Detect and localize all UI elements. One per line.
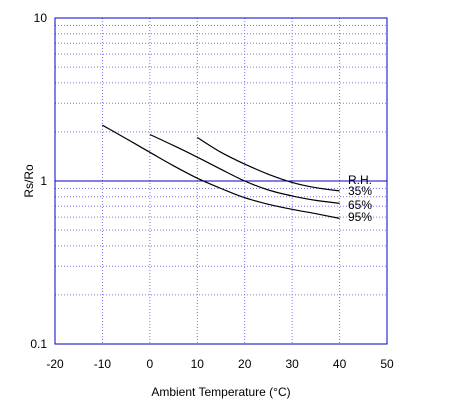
y-tick-label: 0.1 xyxy=(30,337,47,351)
series-label-2: 95% xyxy=(348,210,372,224)
x-tick-label: 10 xyxy=(191,357,205,371)
x-tick-label: -20 xyxy=(46,357,64,371)
series xyxy=(102,124,340,219)
plot-frame xyxy=(54,17,388,345)
x-tick-labels: -20 -10 0 10 20 30 40 50 xyxy=(46,357,394,371)
legend-title: R.H. xyxy=(348,173,372,187)
y-tick-label: 10 xyxy=(34,11,48,25)
x-tick-label: 30 xyxy=(285,357,299,371)
x-tick-label: 40 xyxy=(333,357,347,371)
series-labels: 35%65%95% xyxy=(348,184,372,224)
y-tick-label: 1 xyxy=(40,174,47,188)
x-axis-title: Ambient Temperature (°C) xyxy=(151,385,290,399)
series-label-1: 65% xyxy=(348,198,372,212)
x-tick-label: -10 xyxy=(94,357,112,371)
series-line-1 xyxy=(149,133,340,204)
series-line-2 xyxy=(102,124,340,219)
y-tick-labels: 0.1 1 10 xyxy=(30,11,47,351)
x-tick-label: 20 xyxy=(238,357,252,371)
series-label-0: 35% xyxy=(348,184,372,198)
x-tick-label: 0 xyxy=(147,357,154,371)
x-tick-label: 50 xyxy=(380,357,394,371)
series-line-0 xyxy=(196,136,340,192)
y-axis-title: Rs/Ro xyxy=(22,164,36,198)
